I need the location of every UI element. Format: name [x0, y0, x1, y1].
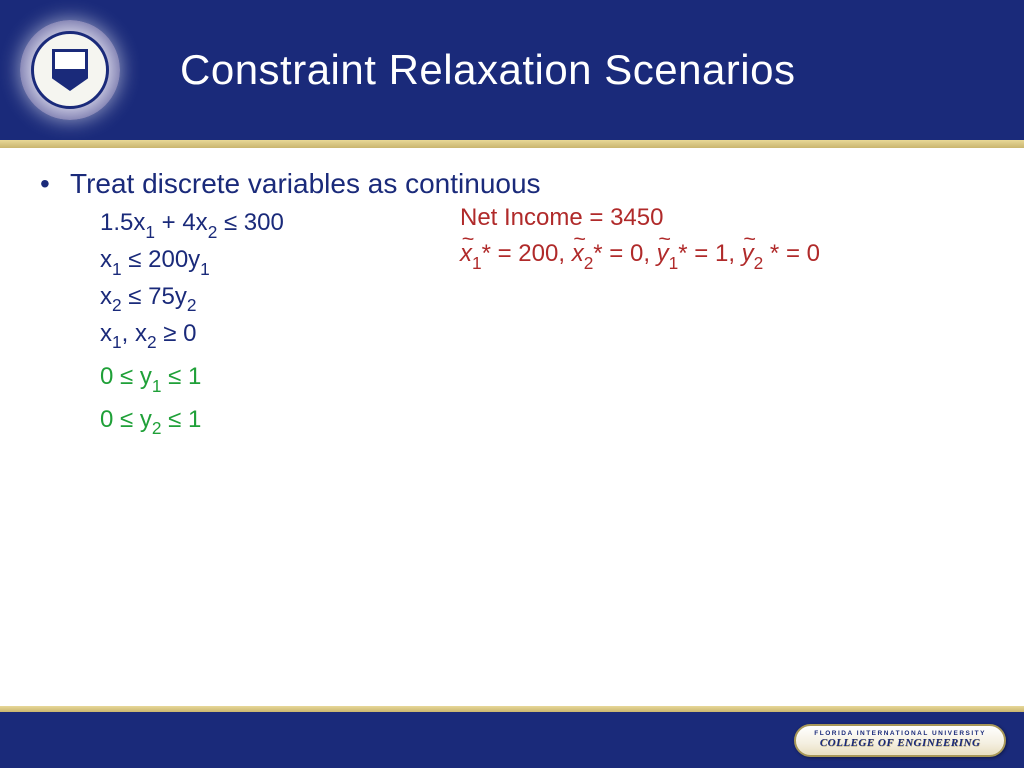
- slide-header: Constraint Relaxation Scenarios: [0, 0, 1024, 140]
- college-badge: FLORIDA INTERNATIONAL UNIVERSITY COLLEGE…: [794, 724, 1006, 757]
- relaxation-2: 0 ≤ y2 ≤ 1: [100, 400, 984, 442]
- bullet-marker: •: [40, 168, 70, 200]
- badge-college: COLLEGE OF ENGINEERING: [814, 737, 986, 749]
- seal-inner: [31, 31, 109, 109]
- bullet-text: Treat discrete variables as continuous: [70, 168, 541, 200]
- slide-content: • Treat discrete variables as continuous…: [0, 148, 1024, 462]
- seal-shield: [52, 49, 88, 91]
- bullet-item: • Treat discrete variables as continuous: [40, 168, 984, 200]
- result-solution: x1* = 200, x2* = 0, y1* = 1, y2 * = 0: [460, 236, 820, 275]
- divider-gold-top: [0, 140, 1024, 148]
- x1-tilde: x: [460, 236, 472, 272]
- y1-tilde: y: [657, 236, 669, 272]
- slide-title: Constraint Relaxation Scenarios: [180, 46, 795, 94]
- relaxation-block: 0 ≤ y1 ≤ 1 0 ≤ y2 ≤ 1: [100, 357, 984, 441]
- university-seal-icon: [20, 20, 120, 120]
- constraint-3: x2 ≤ 75y2: [100, 280, 984, 317]
- result-income: Net Income = 3450: [460, 200, 820, 236]
- result-block: Net Income = 3450 x1* = 200, x2* = 0, y1…: [460, 200, 820, 275]
- x2-tilde: x: [572, 236, 584, 272]
- constraint-4: x1, x2 ≥ 0: [100, 317, 984, 354]
- y2-tilde: y: [742, 236, 754, 272]
- badge-university: FLORIDA INTERNATIONAL UNIVERSITY: [814, 730, 986, 737]
- slide-footer: FLORIDA INTERNATIONAL UNIVERSITY COLLEGE…: [0, 706, 1024, 768]
- relaxation-1: 0 ≤ y1 ≤ 1: [100, 357, 984, 399]
- footer-bar: FLORIDA INTERNATIONAL UNIVERSITY COLLEGE…: [0, 712, 1024, 768]
